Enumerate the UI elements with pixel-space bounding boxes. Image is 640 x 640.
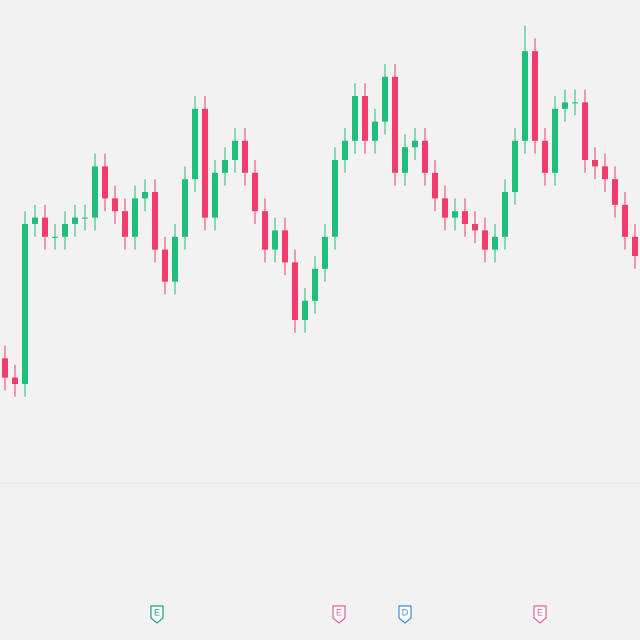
candle-body (342, 140, 348, 160)
candle-body (602, 166, 608, 180)
candle-body (432, 172, 438, 199)
candle-body (372, 121, 378, 141)
event-marker (150, 605, 164, 624)
candle-body (32, 217, 38, 224)
candle-body (392, 76, 398, 173)
candle-body (102, 166, 108, 199)
event-marker (398, 605, 412, 624)
candle-body (472, 224, 478, 231)
candle-body (462, 211, 468, 224)
candle-body (212, 172, 218, 218)
candles (2, 25, 638, 397)
candle-body (422, 140, 428, 173)
candle-body (222, 160, 228, 173)
candle-body (172, 236, 178, 282)
candle-body (522, 51, 528, 141)
candle-body (112, 198, 118, 212)
event-marker (332, 605, 346, 624)
candle-body (52, 236, 58, 238)
candle-body (12, 377, 18, 384)
candle-body (412, 140, 418, 148)
candle-body (352, 96, 358, 141)
candle-body (122, 211, 128, 237)
candle-body (192, 108, 198, 180)
candle-body (312, 268, 318, 301)
candle-body (2, 358, 8, 378)
candle-body (512, 140, 518, 192)
candle-body (572, 102, 578, 104)
candle-body (292, 262, 298, 320)
candle-body (322, 236, 328, 269)
candle-body (612, 179, 618, 205)
event-label: D (402, 607, 409, 617)
candle-body (282, 230, 288, 263)
candle-body (62, 224, 68, 237)
candle-body (502, 192, 508, 237)
candle-body (492, 236, 498, 250)
candle-body (132, 198, 138, 237)
candle-body (622, 204, 628, 237)
candle-body (42, 217, 48, 237)
candle-body (302, 300, 308, 320)
event-label: E (537, 607, 543, 617)
candle-body (252, 172, 258, 212)
event-marker (533, 605, 547, 624)
candle-body (482, 230, 488, 250)
candle-body (632, 236, 638, 256)
candle-body (82, 217, 88, 219)
candle-body (592, 160, 598, 167)
event-label: E (154, 607, 160, 617)
candle-body (152, 192, 158, 250)
candle-body (582, 102, 588, 160)
candle-body (332, 160, 338, 237)
candle-body (402, 147, 408, 173)
candle-body (22, 224, 28, 384)
candle-body (232, 140, 238, 160)
candle-body (272, 230, 278, 250)
candle-body (182, 179, 188, 237)
candle-body (362, 96, 368, 141)
candle-body (142, 192, 148, 199)
candle-body (532, 51, 538, 141)
candle-body (262, 211, 268, 250)
event-label: E (336, 607, 342, 617)
candle-body (552, 108, 558, 173)
candle-body (382, 76, 388, 122)
candle-body (442, 198, 448, 218)
candle-body (542, 140, 548, 173)
candle-body (162, 249, 168, 282)
candle-body (72, 217, 78, 224)
candle-body (452, 211, 458, 218)
candle-body (92, 166, 98, 218)
candle-body (202, 108, 208, 218)
candle-body (562, 102, 568, 109)
candle-body (242, 140, 248, 173)
